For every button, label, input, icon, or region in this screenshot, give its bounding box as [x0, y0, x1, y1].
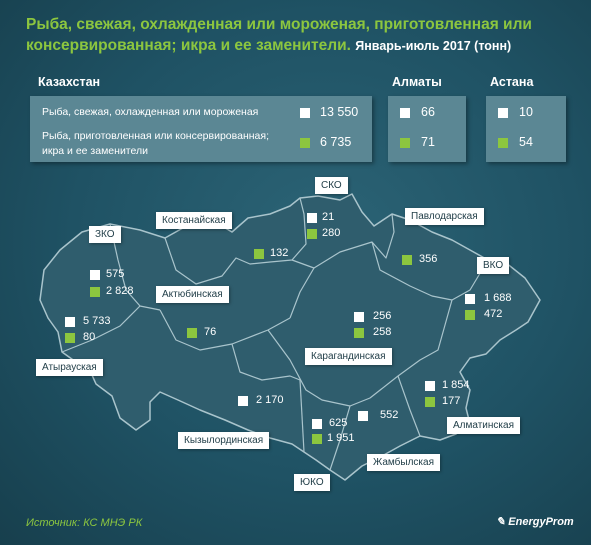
- atyrau-fresh-value: 5 733: [83, 315, 111, 327]
- fresh-marker: [498, 108, 508, 118]
- region-label-atyrau: Атырауская: [36, 359, 103, 376]
- pavlodar-prepared-marker: [402, 255, 412, 265]
- almaty-prepared-value: 71: [421, 135, 435, 149]
- astana-box: 10 54: [486, 96, 566, 162]
- region-label-zko: ЗКО: [89, 226, 121, 243]
- astana-prepared-value: 54: [519, 135, 533, 149]
- country-outline: [39, 193, 541, 481]
- region-label-aktobe: Актюбинская: [156, 286, 229, 303]
- region-label-uko: ЮКО: [294, 474, 330, 491]
- almaty-obl-fresh-marker: [425, 381, 435, 391]
- almaty-obl-fresh-value: 1 854: [442, 379, 470, 391]
- kostanay-prepared-marker: [254, 249, 264, 259]
- vko-fresh-value: 1 688: [484, 292, 512, 304]
- atyrau-prepared-value: 80: [83, 331, 96, 343]
- region-label-kyzylorda: Кызылординская: [178, 432, 270, 449]
- chart-title: Рыба, свежая, охлажденная или мороженая,…: [26, 16, 532, 54]
- sko-fresh-marker: [307, 213, 317, 223]
- karaganda-prepared-value: 258: [373, 326, 392, 338]
- kostanay-prepared-value: 132: [270, 247, 289, 259]
- region-label-karaganda: Карагандинская: [305, 348, 392, 365]
- region-label-vko: ВКО: [477, 257, 510, 274]
- zhambyl-fresh-value: 552: [380, 409, 399, 421]
- zko-fresh-value: 575: [106, 268, 125, 280]
- region-label-zhambyl: Жамбылская: [367, 454, 440, 471]
- uko-prepared-marker: [312, 434, 322, 444]
- kyzylorda-fresh-value: 2 170: [256, 394, 284, 406]
- astana-label: Астана: [490, 75, 534, 89]
- zko-prepared-value: 2 828: [106, 285, 134, 297]
- sko-prepared-marker: [307, 229, 317, 239]
- karaganda-fresh-value: 256: [373, 310, 392, 322]
- uko-fresh-marker: [312, 419, 322, 429]
- atyrau-fresh-marker: [65, 317, 75, 327]
- almaty-obl-prepared-marker: [425, 397, 435, 407]
- pavlodar-prepared-value: 356: [419, 253, 438, 265]
- source-note: Источник: КС МНЭ РК: [26, 517, 143, 529]
- uko-prepared-value: 1 951: [327, 432, 355, 444]
- almaty-box: 66 71: [388, 96, 466, 162]
- logo-icon: ✎: [496, 516, 509, 528]
- kyzylorda-fresh-marker: [238, 396, 248, 406]
- zko-prepared-marker: [90, 287, 100, 297]
- brand-logo: ✎ EnergyProm: [496, 516, 574, 528]
- aktobe-prepared-value: 76: [204, 326, 217, 338]
- chart-period: Январь-июль 2017 (тонн): [355, 39, 512, 53]
- almaty-obl-prepared-value: 177: [442, 395, 461, 407]
- region-label-kostanay: Костанайская: [156, 212, 232, 229]
- uko-fresh-value: 625: [329, 417, 348, 429]
- almaty-label: Алматы: [392, 75, 442, 89]
- sko-prepared-value: 280: [322, 227, 341, 239]
- region-label-sko: СКО: [315, 177, 348, 194]
- legend-fresh-label: Рыба, свежая, охлажденная или мороженая: [42, 106, 259, 118]
- region-label-almaty-obl: Алматинская: [447, 417, 520, 434]
- sko-fresh-value: 21: [322, 211, 335, 223]
- karaganda-prepared-marker: [354, 328, 364, 338]
- prepared-marker: [400, 138, 410, 148]
- vko-fresh-marker: [465, 294, 475, 304]
- zhambyl-fresh-marker: [358, 411, 368, 421]
- kazakhstan-label: Казахстан: [38, 75, 101, 89]
- legend-prepared-label: Рыба, приготовленная или консервированна…: [42, 130, 269, 157]
- vko-prepared-value: 472: [484, 308, 503, 320]
- atyrau-prepared-marker: [65, 333, 75, 343]
- kazakhstan-fresh-value: 13 550: [320, 105, 359, 119]
- vko-prepared-marker: [465, 310, 475, 320]
- kazakhstan-box: Рыба, свежая, охлажденная или мороженая …: [30, 96, 372, 162]
- region-label-pavlodar: Павлодарская: [405, 208, 484, 225]
- fresh-marker: [400, 108, 410, 118]
- kazakhstan-prepared-value: 6 735: [320, 135, 352, 149]
- almaty-fresh-value: 66: [421, 105, 435, 119]
- zko-fresh-marker: [90, 270, 100, 280]
- karaganda-fresh-marker: [354, 312, 364, 322]
- prepared-marker: [300, 138, 310, 148]
- fresh-marker: [300, 108, 310, 118]
- aktobe-prepared-marker: [187, 328, 197, 338]
- astana-fresh-value: 10: [519, 105, 533, 119]
- prepared-marker: [498, 138, 508, 148]
